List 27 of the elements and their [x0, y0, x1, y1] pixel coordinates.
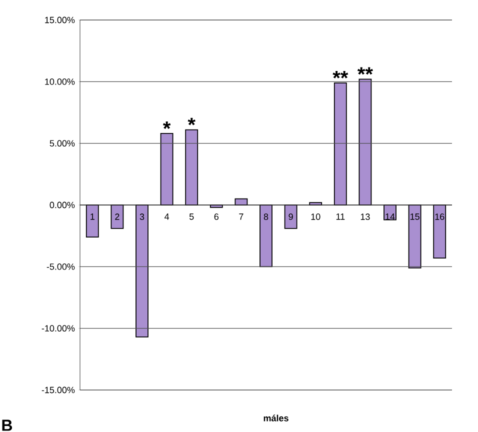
x-tick-label: 7 [239, 214, 244, 220]
annotation: * [162, 122, 171, 129]
text: B [2, 420, 12, 431]
x-tick-label: 16 [435, 214, 444, 220]
x-tick-label: 4 [164, 214, 170, 220]
x-tick-label: 1 [90, 214, 94, 220]
x-tick-label: 15 [410, 214, 420, 220]
x-tick-label: 6 [214, 214, 219, 220]
x-axis-title: máles [264, 414, 288, 422]
x-tick-label: 11 [336, 214, 345, 220]
annotation: ** [357, 67, 373, 75]
x-tick-label: 8 [264, 214, 268, 220]
y-tick-label: 0.00% [50, 202, 75, 208]
y-tick-label: -5.00% [46, 263, 75, 270]
x-tick-label: 5 [189, 214, 194, 220]
x-tick-label: 2 [115, 214, 120, 220]
x-tick-label: 3 [140, 214, 144, 220]
annotation: * [188, 118, 196, 126]
y-tick-label: 15.00% [45, 16, 75, 24]
x-tick-label: 10 [311, 214, 320, 220]
annotation: ** [332, 70, 348, 78]
y-tick-label: 10.00% [45, 78, 75, 85]
y-tick-label: -10.00% [42, 325, 75, 332]
x-tick-label: 9 [288, 214, 293, 220]
x-tick-label: 13 [360, 214, 370, 220]
y-tick-label: 5.00% [50, 140, 75, 147]
y-tick-label: -15.00% [42, 386, 75, 394]
